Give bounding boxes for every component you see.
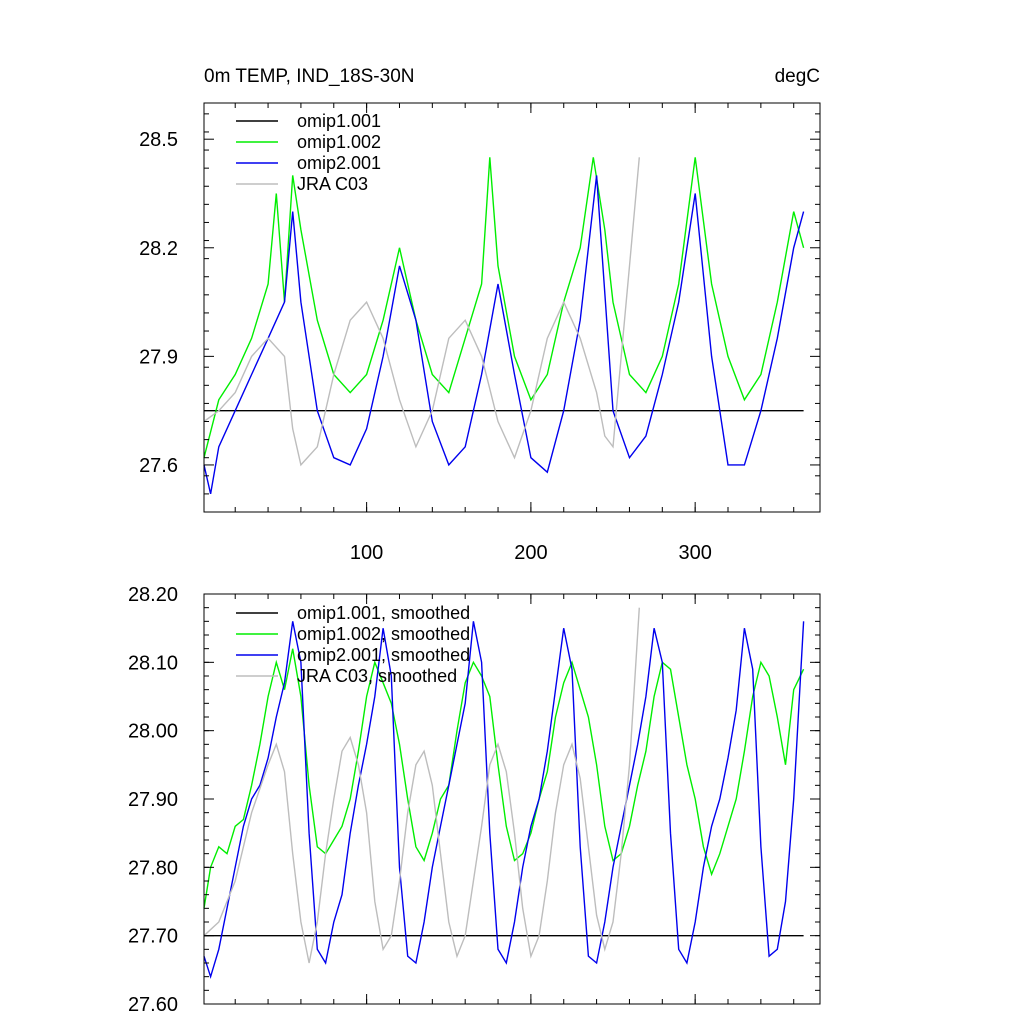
raw-series-3 bbox=[203, 157, 640, 467]
raw-series-layer bbox=[203, 157, 805, 495]
smoothed-ytick-label: 27.90 bbox=[128, 789, 178, 811]
chart-title-left: 0m TEMP, IND_18S-30N bbox=[204, 66, 415, 87]
smoothed-series-layer bbox=[203, 607, 805, 980]
raw-xtick-label: 200 bbox=[514, 542, 547, 564]
raw-legend-label: JRA C03 bbox=[297, 174, 368, 194]
smoothed-ytick-label: 27.70 bbox=[128, 926, 178, 948]
raw-xtick-label: 100 bbox=[350, 542, 383, 564]
raw-ytick-label: 28.5 bbox=[139, 129, 178, 151]
smoothed-ytick-label: 27.60 bbox=[128, 994, 178, 1016]
smoothed-legend-label: omip1.001, smoothed bbox=[297, 603, 470, 623]
raw-ytick-label: 27.9 bbox=[139, 346, 178, 368]
raw-plot-frame bbox=[203, 102, 821, 513]
raw-axis-ticks: 27.6 27.9 28.2 28.5 100 200 300 bbox=[139, 103, 820, 564]
smoothed-ytick-label: 27.80 bbox=[128, 857, 178, 879]
smoothed-ytick-label: 28.10 bbox=[128, 652, 178, 674]
chart-title-right: degC bbox=[775, 66, 820, 87]
raw-xtick-label: 300 bbox=[678, 542, 711, 564]
raw-ytick-label: 27.6 bbox=[139, 455, 178, 477]
smoothed-series-2 bbox=[203, 621, 805, 980]
smoothed-series-1 bbox=[203, 648, 805, 909]
raw-series-1 bbox=[203, 157, 805, 458]
smoothed-ytick-label: 28.00 bbox=[128, 721, 178, 743]
smoothed-ytick-label: 28.20 bbox=[128, 584, 178, 606]
smoothed-temperature-panel: 27.60 27.70 27.80 27.90 28.00 28.10 28.20 omip… bbox=[128, 584, 821, 1016]
raw-legend-label: omip1.002 bbox=[297, 132, 381, 152]
raw-temperature-panel: 27.6 27.9 28.2 28.5 100 200 300 omip1.001omip1… bbox=[139, 102, 821, 564]
raw-series-2 bbox=[203, 175, 805, 495]
smoothed-legend-label: omip2.001, smoothed bbox=[297, 645, 470, 665]
smoothed-axis-ticks: 27.60 27.70 27.80 27.90 28.00 28.10 28.20 bbox=[128, 584, 820, 1016]
smoothed-legend-label: omip1.002, smoothed bbox=[297, 624, 470, 644]
raw-legend-label: omip1.001 bbox=[297, 111, 381, 131]
raw-ytick-label: 28.2 bbox=[139, 238, 178, 260]
smoothed-series-3 bbox=[203, 607, 640, 964]
smoothed-legend-label: JRA C03, smoothed bbox=[297, 666, 457, 686]
raw-legend-label: omip2.001 bbox=[297, 153, 381, 173]
